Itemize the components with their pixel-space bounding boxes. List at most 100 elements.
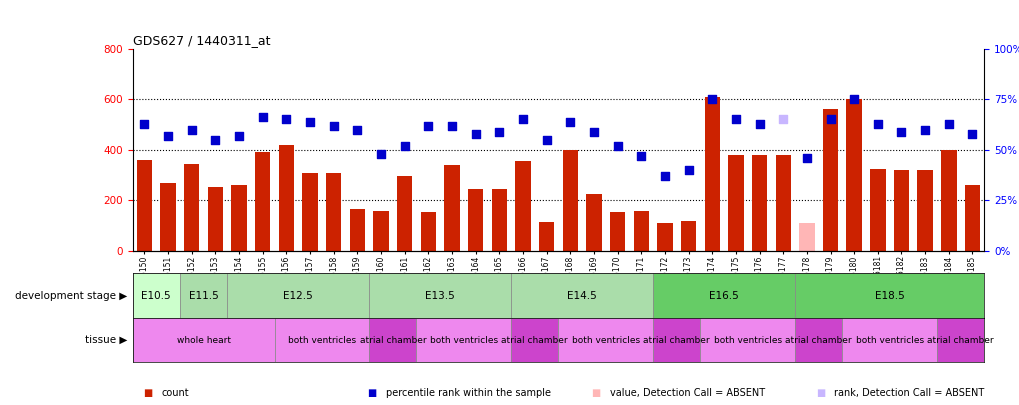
Text: both ventricles: both ventricles [855,336,923,345]
Bar [511,318,558,362]
Bar [652,318,700,362]
Bar [586,194,601,251]
Bar [822,109,838,251]
Point [703,96,719,102]
Bar [842,318,936,362]
Point [278,116,294,123]
Point [798,155,814,161]
Bar [869,169,884,251]
Bar [302,173,317,251]
Text: both ventricles: both ventricles [429,336,497,345]
Point [774,116,791,123]
Bar [491,189,506,251]
Point [443,122,460,129]
Point [727,116,743,123]
Point [561,118,578,125]
Bar [893,170,908,251]
Text: atrial chamber: atrial chamber [643,336,709,345]
Text: ■: ■ [367,388,376,398]
Bar [369,273,511,318]
Point [467,130,483,137]
Bar [704,97,719,251]
Text: E11.5: E11.5 [189,291,218,301]
Text: both ventricles: both ventricles [287,336,356,345]
Point [325,122,341,129]
Bar [444,165,460,251]
Bar [538,222,553,251]
Bar [416,318,511,362]
Point [255,114,271,121]
Bar [774,155,790,251]
Bar [681,221,696,251]
Bar [799,223,814,251]
Point [538,136,554,143]
Point [633,153,649,159]
Bar [274,318,369,362]
Text: percentile rank within the sample: percentile rank within the sample [385,388,550,398]
Bar [656,223,672,251]
Bar [794,273,983,318]
Point [751,120,767,127]
Point [656,173,673,179]
Point [348,126,365,133]
Point [207,136,223,143]
Bar [728,155,743,251]
Bar [132,273,179,318]
Text: E18.5: E18.5 [874,291,904,301]
Text: whole heart: whole heart [176,336,230,345]
Bar [562,150,578,251]
Bar [183,164,200,251]
Point [491,128,507,135]
Bar [700,318,794,362]
Text: atrial chamber: atrial chamber [785,336,851,345]
Point [230,132,247,139]
Bar [278,145,293,251]
Text: E16.5: E16.5 [708,291,738,301]
Bar [373,211,388,251]
Point [963,130,979,137]
Bar [396,177,412,251]
Text: ■: ■ [815,388,824,398]
Text: value, Detection Call = ABSENT: value, Detection Call = ABSENT [609,388,764,398]
Bar [964,185,979,251]
Point [821,116,838,123]
Bar [515,161,530,251]
Bar [369,318,416,362]
Bar [511,273,652,318]
Bar [255,152,270,251]
Bar [231,185,247,251]
Text: atrial chamber: atrial chamber [359,336,426,345]
Point [845,96,861,102]
Text: ■: ■ [143,388,152,398]
Text: development stage ▶: development stage ▶ [15,291,127,301]
Bar [160,183,175,251]
Text: atrial chamber: atrial chamber [926,336,993,345]
Bar [227,273,369,318]
Text: tissue ▶: tissue ▶ [85,335,127,345]
Bar [208,187,223,251]
Bar [633,211,648,251]
Point [420,122,436,129]
Bar [941,150,956,251]
Bar [420,212,435,251]
Point [515,116,531,123]
Bar [468,189,483,251]
Text: both ventricles: both ventricles [713,336,781,345]
Point [680,167,696,173]
Bar [132,318,274,362]
Bar [652,273,794,318]
Point [396,143,413,149]
Bar [751,155,766,251]
Point [137,120,153,127]
Text: atrial chamber: atrial chamber [501,336,568,345]
Text: GDS627 / 1440311_at: GDS627 / 1440311_at [132,34,270,47]
Text: E12.5: E12.5 [283,291,313,301]
Text: E10.5: E10.5 [142,291,171,301]
Bar [137,160,152,251]
Text: count: count [161,388,189,398]
Point [160,132,176,139]
Point [916,126,932,133]
Bar [326,173,341,251]
Text: E13.5: E13.5 [425,291,454,301]
Point [869,120,886,127]
